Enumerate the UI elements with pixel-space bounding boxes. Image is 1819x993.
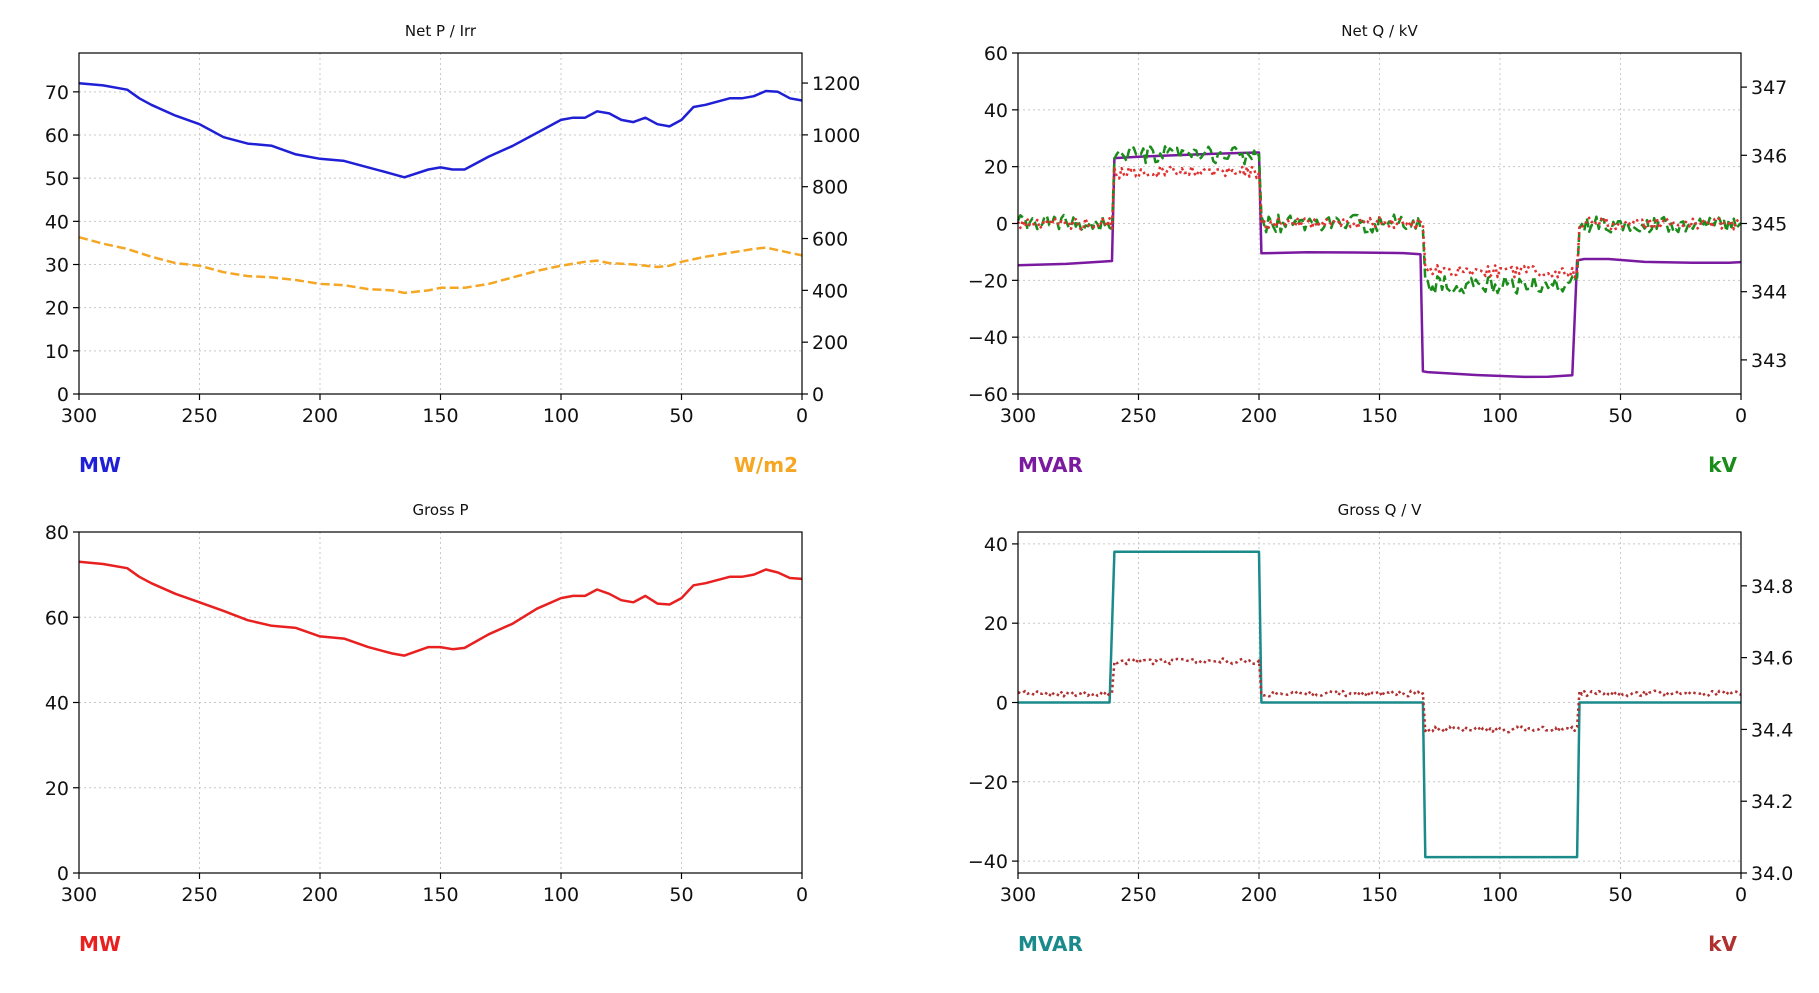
- x-tick-label: 250: [1120, 884, 1156, 906]
- x-tick-label: 50: [1608, 884, 1632, 906]
- x-tick-label: 150: [422, 884, 458, 906]
- x-tick-label: 0: [796, 884, 808, 906]
- x-tick-label: 300: [1000, 405, 1036, 427]
- y2-tick-label: 34.6: [1751, 648, 1793, 670]
- y-tick-label: 50: [45, 168, 69, 190]
- y-tick-label: 80: [45, 522, 69, 544]
- y-tick-label: 60: [45, 607, 69, 629]
- x-tick-label: 100: [543, 405, 579, 427]
- y2-tick-label: 347: [1751, 77, 1787, 99]
- x-tick-label: 100: [1482, 405, 1518, 427]
- y2-tick-label: 34.2: [1751, 791, 1793, 813]
- y-tick-label: 0: [57, 384, 69, 406]
- x-tick-label: 50: [669, 884, 693, 906]
- y2-tick-label: 345: [1751, 214, 1787, 236]
- chart-title: Gross Q / V: [1338, 501, 1422, 519]
- y-tick-label: 10: [45, 341, 69, 363]
- left-unit-label: MVAR: [1018, 932, 1083, 956]
- right-unit-label: kV: [1708, 453, 1737, 477]
- chart-panel-net_p: 300 250 200 150 100 50 00102030405060700200400…: [45, 22, 861, 477]
- x-tick-label: 200: [302, 884, 338, 906]
- y-tick-label: 70: [45, 82, 69, 104]
- x-tick-label: 200: [1241, 884, 1277, 906]
- y-tick-label: 60: [984, 43, 1008, 65]
- y2-tick-label: 346: [1751, 145, 1787, 167]
- left-unit-label: MVAR: [1018, 453, 1083, 477]
- y-tick-label: 0: [996, 214, 1008, 236]
- y-tick-label: 40: [45, 693, 69, 715]
- chart-title: Gross P: [412, 501, 468, 519]
- right-unit-label: kV: [1708, 932, 1737, 956]
- y-tick-label: 0: [996, 693, 1008, 715]
- x-tick-label: 200: [302, 405, 338, 427]
- x-tick-label: 0: [1735, 884, 1747, 906]
- series-line-net-kv: [1016, 145, 1742, 295]
- y-tick-label: 20: [984, 613, 1008, 635]
- series-line-net-kv-ref-: [1016, 164, 1742, 279]
- y-tick-label: 0: [57, 863, 69, 885]
- y2-tick-label: 34.4: [1751, 719, 1793, 741]
- y2-tick-label: 0: [812, 384, 824, 406]
- y2-tick-label: 344: [1751, 282, 1787, 304]
- y2-tick-label: 34.8: [1751, 576, 1793, 598]
- series-line-net-p: [78, 81, 803, 179]
- x-tick-label: 50: [1608, 405, 1632, 427]
- left-unit-label: MW: [79, 453, 121, 477]
- x-tick-label: 0: [796, 405, 808, 427]
- y2-tick-label: 600: [812, 229, 848, 251]
- x-tick-label: 250: [181, 884, 217, 906]
- y-tick-label: −60: [968, 384, 1008, 406]
- series-line-gross-p: [78, 560, 803, 657]
- series-line-gross-q: [1018, 550, 1741, 859]
- y2-tick-label: 800: [812, 177, 848, 199]
- left-unit-label: MW: [79, 932, 121, 956]
- y2-tick-label: 1000: [812, 125, 860, 147]
- chart-panel-gross_p: 300 250 200 150 100 50 0 0 20 40 60 80 Gross P MW: [45, 501, 808, 956]
- chart-panel-net_q: 300 250 200 150 100 50 0 −60 −40 −20 0 20 40 60 343 344…: [968, 22, 1787, 477]
- x-tick-label: 300: [61, 884, 97, 906]
- x-tick-label: 250: [181, 405, 217, 427]
- x-tick-label: 50: [669, 405, 693, 427]
- y-tick-label: −40: [968, 327, 1008, 349]
- y2-tick-label: 1200: [812, 73, 860, 95]
- right-unit-label: W/m2: [734, 453, 798, 477]
- y-tick-label: 40: [45, 211, 69, 233]
- x-tick-label: 250: [1120, 405, 1156, 427]
- y-tick-label: 40: [984, 534, 1008, 556]
- series-line-net-q: [1017, 151, 1742, 379]
- y-tick-label: −20: [968, 772, 1008, 794]
- x-tick-label: 150: [1361, 884, 1397, 906]
- y-tick-label: 60: [45, 125, 69, 147]
- y-tick-label: 40: [984, 100, 1008, 122]
- y2-tick-label: 400: [812, 280, 848, 302]
- y-tick-label: −20: [968, 270, 1008, 292]
- x-tick-label: 200: [1241, 405, 1277, 427]
- y-tick-label: −40: [968, 851, 1008, 873]
- x-tick-label: 300: [1000, 884, 1036, 906]
- x-tick-label: 300: [61, 405, 97, 427]
- chart-panel-gross_q: 300 250 200 150 100 50 0 −40 −20 0 20 40 34.0 34.2 34.…: [968, 501, 1793, 956]
- y-tick-label: 20: [45, 298, 69, 320]
- y-tick-label: 30: [45, 255, 69, 277]
- y2-tick-label: 200: [812, 332, 848, 354]
- x-tick-label: 150: [1361, 405, 1397, 427]
- x-tick-label: 100: [1482, 884, 1518, 906]
- chart-title: Net P / Irr: [405, 22, 477, 40]
- series-line-irradiance: [78, 235, 803, 295]
- y-tick-label: 20: [45, 778, 69, 800]
- x-tick-label: 150: [422, 405, 458, 427]
- x-tick-label: 100: [543, 884, 579, 906]
- x-tick-label: 0: [1735, 405, 1747, 427]
- y2-tick-label: 343: [1751, 350, 1787, 372]
- y2-tick-label: 34.0: [1751, 863, 1793, 885]
- chart-title: Net Q / kV: [1341, 22, 1418, 40]
- y-tick-label: 20: [984, 157, 1008, 179]
